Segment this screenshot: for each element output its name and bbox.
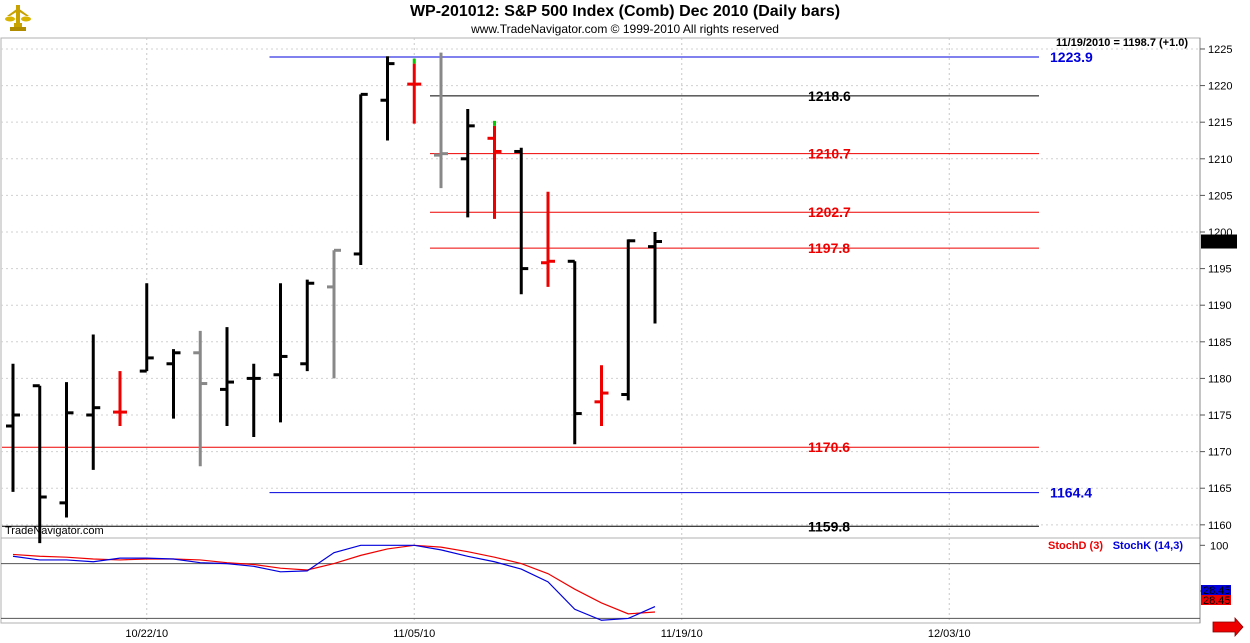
price-tick-label: 1210 — [1208, 154, 1232, 166]
price-tick-label: 1215 — [1208, 117, 1232, 129]
stochk-legend: StochK (14,3) — [1113, 540, 1184, 552]
chart-copyright: www.TradeNavigator.com © 1999-2010 All r… — [471, 22, 779, 36]
date-tick-label: 12/03/10 — [928, 628, 971, 640]
price-gridlines: 1160116511701175118011851190119512001205… — [1, 44, 1237, 532]
last-price-info: 11/19/2010 = 1198.7 (+1.0) — [1056, 37, 1188, 49]
price-tick-label: 1220 — [1208, 81, 1232, 93]
price-tick-label: 1160 — [1208, 520, 1232, 532]
stoch-series-line-1 — [12, 544, 656, 621]
level-label: 1210.7 — [808, 146, 851, 162]
level-label: 1197.8 — [808, 240, 850, 256]
last-price-box — [1201, 234, 1237, 249]
stochd-legend: StochD (3) — [1048, 540, 1103, 552]
level-label: 1218.6 — [808, 88, 851, 104]
price-tick-label: 1170 — [1208, 447, 1232, 459]
level-label: 1164.4 — [1050, 485, 1092, 501]
stochk-last-label: 28.45 — [1203, 585, 1231, 597]
scroll-right-button[interactable] — [1212, 616, 1244, 638]
price-tick-label: 1180 — [1208, 373, 1232, 385]
date-tick-label: 10/22/10 — [125, 628, 168, 640]
stochk-last-box — [1201, 585, 1231, 595]
support-resistance-levels: 1223.9 1218.6 1210.7 1202.7 1197.8 1170.6 1164… — [2, 49, 1093, 534]
price-bars — [6, 52, 662, 544]
price-tick-label: 1225 — [1208, 44, 1232, 56]
stoch-pane-border — [0, 537, 1201, 624]
price-tick-label: 1205 — [1208, 190, 1232, 202]
chart-title: WP-201012: S&P 500 Index (Comb) Dec 2010… — [409, 3, 841, 20]
price-tick-label: 1175 — [1208, 410, 1232, 422]
level-label: 1223.9 — [1050, 49, 1093, 65]
date-axis: 10/22/10 11/05/10 11/19/10 12/03/10 — [125, 628, 970, 640]
date-tick-label: 11/19/10 — [661, 628, 703, 640]
stochd-last-label: 28.45 — [1203, 595, 1231, 607]
price-pane-border — [0, 37, 1201, 539]
price-tick-label: 1190 — [1208, 300, 1232, 312]
price-tick-label: 1185 — [1208, 337, 1232, 349]
price-tick-label: 1195 — [1208, 264, 1232, 276]
stoch-tick-label: 100 — [1210, 540, 1228, 552]
date-tick-label: 11/05/10 — [393, 628, 435, 640]
chart-header: WP-201012: S&P 500 Index (Comb) Dec 2010… — [0, 0, 1250, 38]
level-label: 1159.8 — [808, 518, 850, 534]
trade-navigator-logo-icon — [5, 5, 31, 31]
level-label: 1202.7 — [808, 204, 851, 220]
level-label: 1170.6 — [808, 439, 850, 455]
stochd-last-box — [1201, 595, 1231, 605]
watermark: TradeNavigator.com — [5, 525, 104, 537]
last-price-label: 1198.7 — [1203, 237, 1236, 249]
price-tick-label: 1165 — [1208, 483, 1232, 495]
stoch-series-line-0 — [12, 544, 656, 615]
date-gridlines — [146, 38, 950, 623]
